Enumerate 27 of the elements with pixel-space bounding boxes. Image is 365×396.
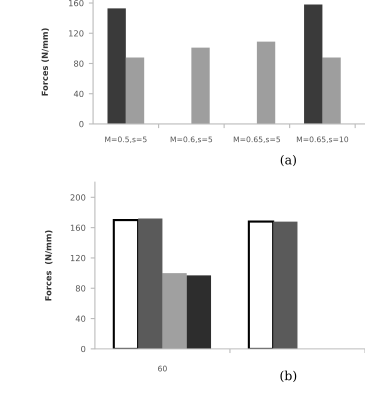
y-axis-title: Forces (N/mm) — [42, 28, 49, 96]
bar — [112, 219, 140, 349]
bar — [162, 273, 187, 349]
y-tick-label: 160 — [69, 0, 84, 6]
y-tick-label: 40 — [76, 316, 86, 322]
bar — [273, 222, 298, 349]
y-axis-title: Forces (N/mm) — [44, 230, 52, 301]
y-tick-label: 120 — [70, 254, 86, 262]
y-tick-label: 0 — [79, 120, 84, 128]
bar — [256, 42, 276, 124]
bar — [191, 48, 210, 124]
bar — [107, 8, 126, 124]
bar — [304, 4, 322, 124]
y-tick-label: 40 — [74, 90, 84, 97]
text: (a) — [280, 154, 296, 166]
y-tick-label: 80 — [74, 60, 84, 67]
y-tick-label: 160 — [70, 224, 86, 231]
bar — [138, 218, 162, 349]
text: (b) — [280, 370, 296, 382]
bar — [322, 57, 341, 124]
y-tick-label: 120 — [69, 30, 84, 37]
bar — [248, 220, 274, 349]
y-tick-label: 80 — [76, 285, 86, 292]
bar — [126, 57, 144, 124]
y-tick-label: 200 — [70, 194, 86, 201]
y-tick-label: 0 — [81, 346, 86, 352]
bar — [186, 275, 212, 349]
